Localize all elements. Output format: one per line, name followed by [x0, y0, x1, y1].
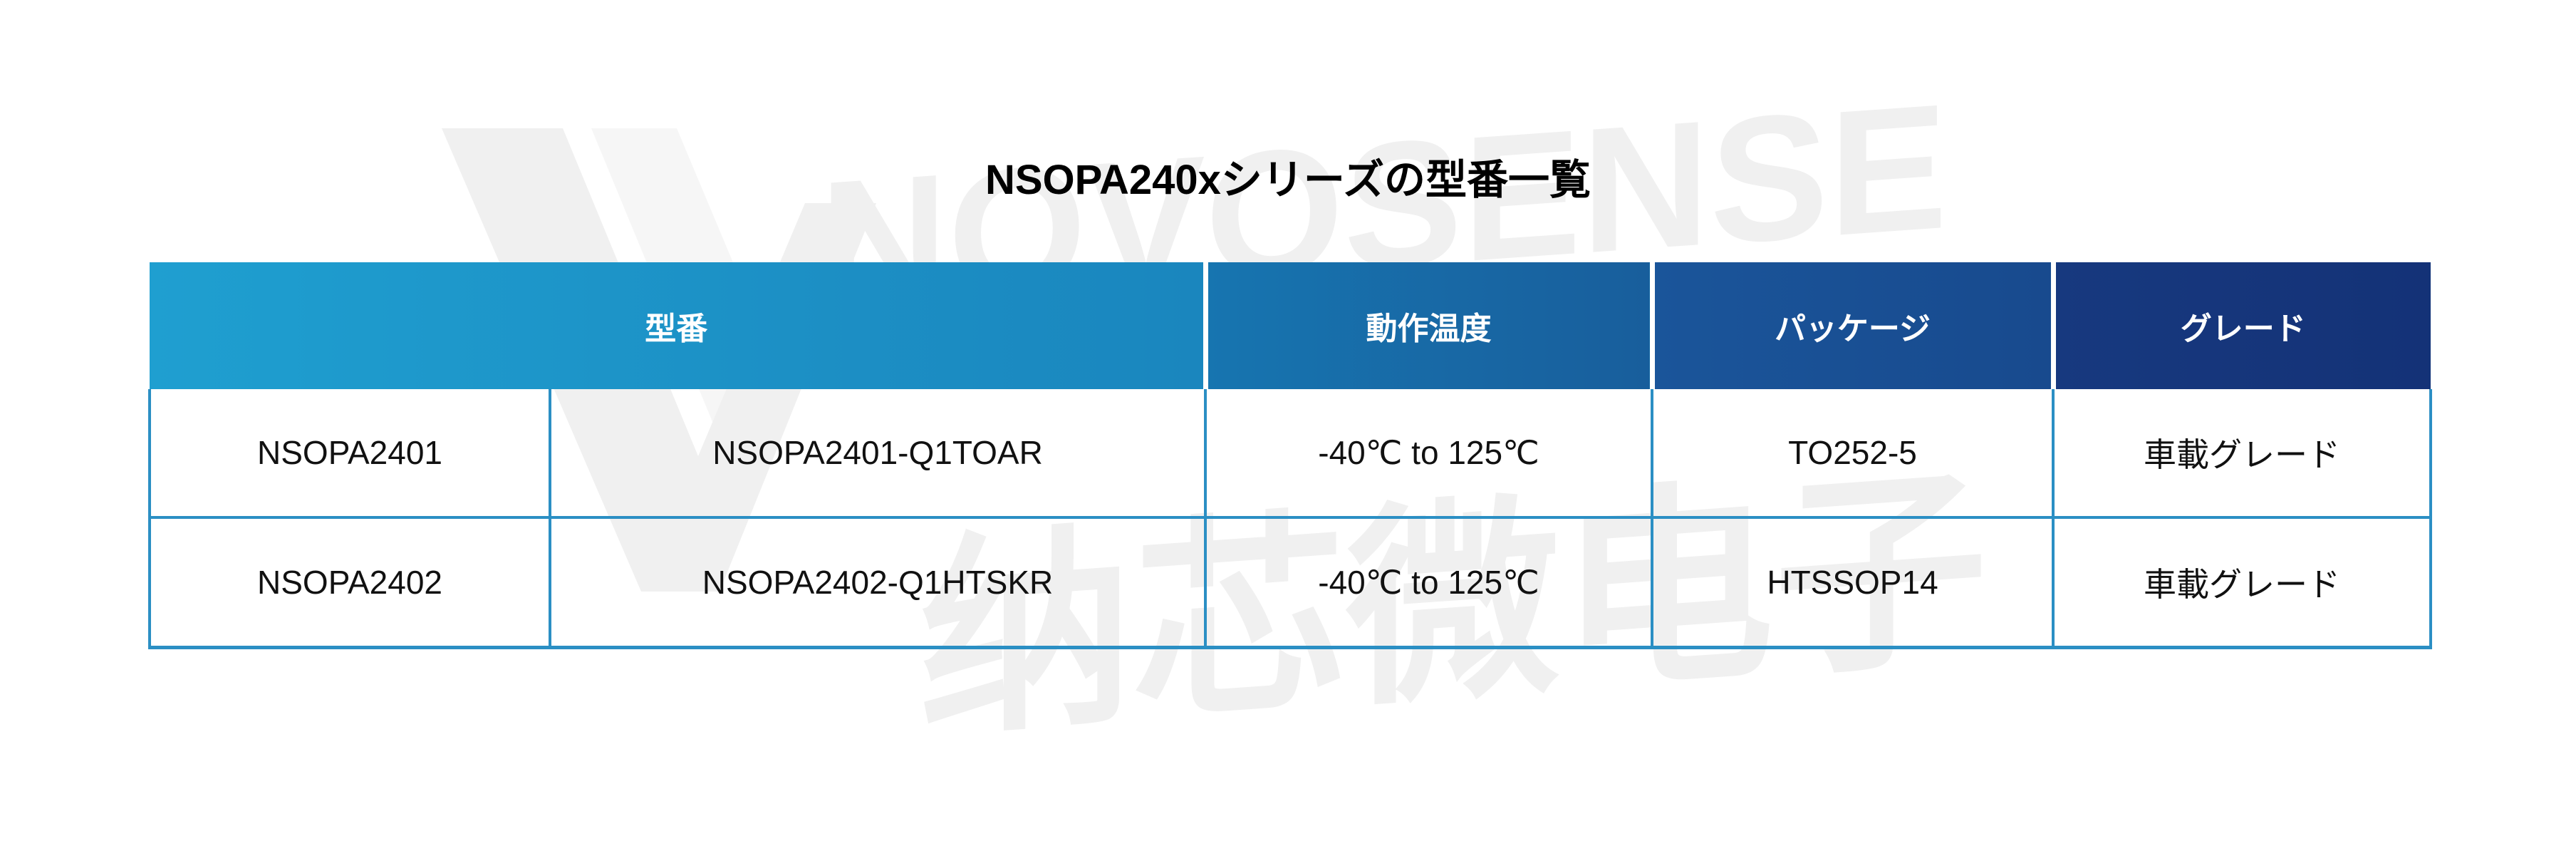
table-body: NSOPA2401 NSOPA2401-Q1TOAR -40℃ to 125℃ …: [148, 389, 2432, 649]
column-header-operating-temperature: 動作温度: [1203, 262, 1652, 389]
cell-series: NSOPA2402: [148, 517, 551, 649]
table-row: NSOPA2401 NSOPA2401-Q1TOAR -40℃ to 125℃ …: [148, 389, 2432, 519]
column-header-part-number: 型番: [150, 262, 1205, 389]
cell-series: NSOPA2401: [148, 389, 551, 519]
cell-grade: 車載グレード: [2052, 389, 2432, 519]
cell-part-number: NSOPA2401-Q1TOAR: [549, 389, 1207, 519]
cell-grade: 車載グレード: [2052, 517, 2432, 649]
cell-operating-temperature: -40℃ to 125℃: [1204, 517, 1653, 649]
table-header-row: 型番 動作温度 パッケージ グレード: [150, 262, 2431, 389]
cell-part-number: NSOPA2402-Q1HTSKR: [549, 517, 1207, 649]
page-title: NSOPA240xシリーズの型番一覧: [985, 157, 1591, 203]
column-header-package: パッケージ: [1649, 262, 2053, 389]
table-header: 型番 動作温度 パッケージ グレード: [150, 262, 2431, 389]
cell-package: HTSSOP14: [1651, 517, 2055, 649]
table-row: NSOPA2402 NSOPA2402-Q1HTSKR -40℃ to 125℃…: [148, 517, 2432, 649]
cell-operating-temperature: -40℃ to 125℃: [1204, 389, 1653, 519]
column-header-grade: グレード: [2050, 262, 2431, 389]
spec-table: 型番 動作温度 パッケージ グレード NSOPA2401 NSOPA2401-Q…: [148, 262, 2432, 649]
cell-package: TO252-5: [1651, 389, 2055, 519]
